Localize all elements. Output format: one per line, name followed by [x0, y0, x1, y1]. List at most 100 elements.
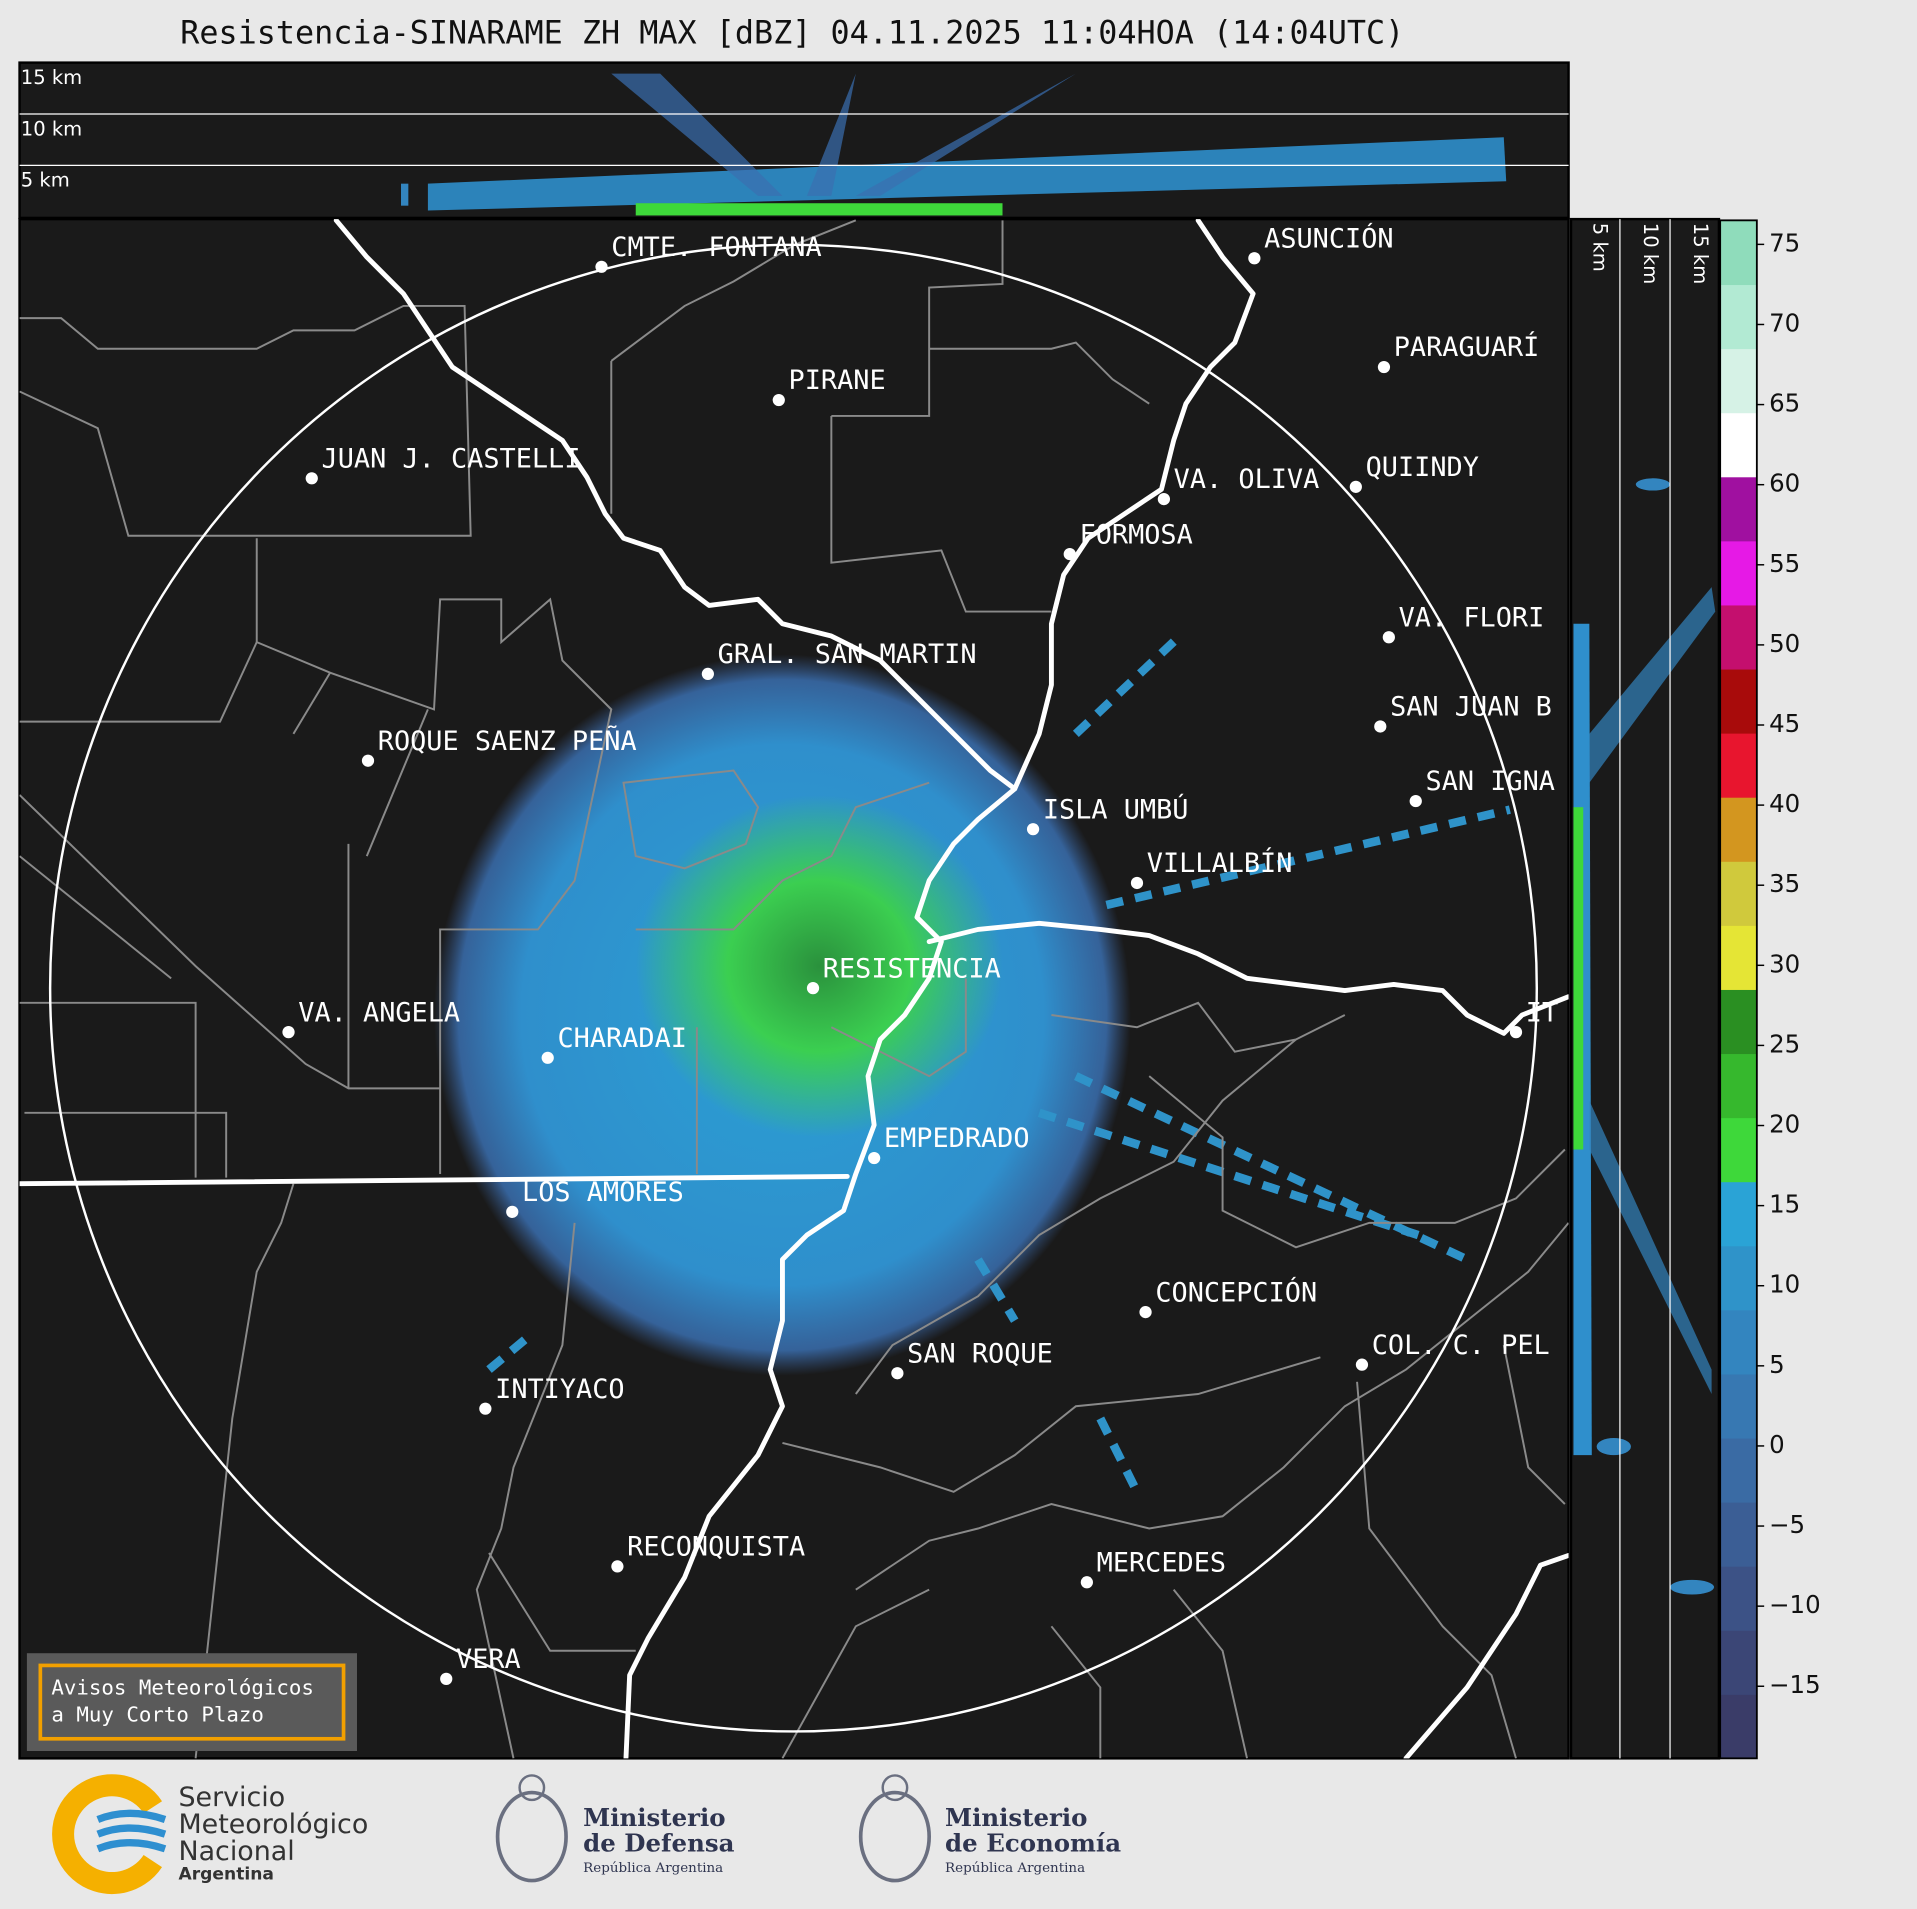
- title: Resistencia-SINARAME ZH MAX [dBZ] 04.11.…: [180, 16, 1404, 52]
- logo-text: Meteorológico: [178, 1809, 368, 1840]
- emblem: [518, 1774, 546, 1802]
- colorbar-segment: [1720, 1309, 1757, 1375]
- echoes: [434, 632, 1511, 1494]
- city-label: CHARADAI: [557, 1023, 686, 1054]
- city-dot: [479, 1402, 492, 1415]
- colorbar-tick-label: 25: [1769, 1029, 1800, 1058]
- colorbar-segment: [1720, 348, 1757, 414]
- city-label: EMPEDRADO: [884, 1123, 1030, 1154]
- city-dot: [1409, 794, 1422, 808]
- colorbar-segment: [1720, 1630, 1757, 1695]
- economia-logo: Ministerio de Economía República Argenti…: [858, 1774, 1121, 1883]
- notice-text: Avisos Meteorológicos: [51, 1676, 314, 1700]
- top-profile: 15 km 10 km 5 km: [18, 61, 1570, 220]
- city-label: FORMOSA: [1080, 519, 1193, 550]
- echo-streaks: [486, 632, 1511, 1494]
- colorbar-segment: [1720, 412, 1757, 478]
- city-label: QUIINDY: [1366, 452, 1479, 483]
- city-label: CONCEPCIÓN: [1155, 1276, 1317, 1308]
- logo-mark: [52, 1774, 162, 1895]
- echo: [1670, 1579, 1715, 1595]
- city-label: VILLALBÍN: [1147, 847, 1293, 879]
- city-label: VERA: [456, 1644, 521, 1675]
- colorbar-tick-label: 40: [1769, 789, 1800, 818]
- colorbar-segment: [1720, 284, 1757, 350]
- city-dot: [1382, 631, 1395, 644]
- logo-text: Ministerio: [945, 1803, 1087, 1832]
- colorbar-tick-label: −15: [1769, 1670, 1821, 1699]
- logo-mark: [96, 1809, 167, 1853]
- emblem: [858, 1790, 931, 1883]
- colorbar-segment: [1720, 861, 1757, 926]
- city-label: VA. ANGELA: [298, 997, 460, 1028]
- city-dot: [1026, 823, 1040, 836]
- city-label: ISLA UMBÚ: [1043, 793, 1189, 825]
- city-label: ROQUE SAENZ PEÑA: [378, 725, 637, 757]
- colorbar-tick-label: 0: [1769, 1430, 1785, 1459]
- smn-logo: Servicio Meteorológico Nacional Argentin…: [52, 1774, 368, 1895]
- logo-text: República Argentina: [583, 1861, 723, 1876]
- colorbar-tick-label: 75: [1769, 228, 1800, 257]
- colorbar-segment: [1720, 925, 1757, 990]
- echo: [427, 137, 1507, 211]
- city-dot: [305, 472, 318, 485]
- city-dot: [1139, 1305, 1152, 1319]
- city-label: LOS AMORES: [522, 1177, 684, 1208]
- city-dot: [1080, 1576, 1093, 1589]
- colorbar-segment: [1720, 604, 1757, 670]
- echo-core: [635, 203, 1003, 216]
- colorbar-tick-label: 35: [1769, 869, 1800, 898]
- colorbar-segment: [1720, 1694, 1757, 1759]
- city-dot: [1157, 492, 1171, 506]
- city-dot: [701, 667, 714, 681]
- logo-text: Argentina: [178, 1864, 273, 1884]
- logo-text: de Economía: [945, 1829, 1121, 1858]
- echo: [1589, 587, 1716, 1395]
- city-label: SAN ROQUE: [907, 1338, 1053, 1369]
- colorbar-segment: [1720, 1245, 1757, 1311]
- echo: [1596, 1438, 1631, 1456]
- logos: Servicio Meteorológico Nacional Argentin…: [52, 1774, 1121, 1895]
- city-label: PIRANE: [789, 365, 886, 396]
- city-dot: [1509, 1026, 1523, 1039]
- emblem: [881, 1774, 909, 1802]
- colorbar-segment: [1720, 1566, 1757, 1631]
- notice-box: Avisos Meteorológicos a Muy Corto Plazo: [26, 1653, 357, 1752]
- city-dot: [611, 1560, 624, 1573]
- logo-text: Nacional: [178, 1836, 294, 1867]
- city-label: JUAN J. CASTELLI: [322, 443, 581, 474]
- province-borders: [19, 219, 1569, 1759]
- city-label: VA. FLORI: [1399, 602, 1545, 633]
- city-dot: [868, 1151, 881, 1165]
- colorbar-frame: [1719, 219, 1758, 1760]
- echo: [401, 183, 409, 206]
- colorbar-segment: [1720, 220, 1757, 286]
- logo-text: de Defensa: [583, 1829, 734, 1858]
- city-label: CMTE. FONTANA: [611, 232, 821, 263]
- city-dot: [1377, 360, 1391, 374]
- range-ring: [48, 243, 1539, 1733]
- profile-echo: [1573, 478, 1716, 1595]
- city-dot: [806, 982, 820, 995]
- city-label: VA. OLIVA: [1174, 464, 1320, 495]
- echo-core: [635, 794, 1003, 1138]
- height-label: 15 km: [1689, 223, 1712, 284]
- colorbar-segment: [1720, 668, 1757, 734]
- city-dot: [1374, 720, 1387, 733]
- echo: [1635, 478, 1671, 491]
- city-label: PARAGUARÍ: [1394, 331, 1540, 363]
- city-label: IT: [1526, 997, 1558, 1028]
- height-label: 5 km: [21, 169, 70, 192]
- city-label: RECONQUISTA: [627, 1532, 805, 1563]
- notice-text: a Muy Corto Plazo: [51, 1703, 264, 1727]
- colorbar-segment: [1720, 1053, 1757, 1119]
- city-label: ASUNCIÓN: [1264, 222, 1393, 254]
- map: CMTE. FONTANA PIRANE JUAN J. CASTELLI ASUNC…: [18, 217, 1570, 1760]
- city-dot: [595, 260, 608, 273]
- city-label: INTIYACO: [495, 1374, 624, 1405]
- city-label: COL. C. PEL: [1372, 1330, 1550, 1361]
- colorbar-segment: [1720, 797, 1757, 862]
- colorbar-segment: [1720, 476, 1757, 542]
- city-label: SAN JUAN B: [1390, 692, 1552, 723]
- height-label: 10 km: [21, 117, 82, 140]
